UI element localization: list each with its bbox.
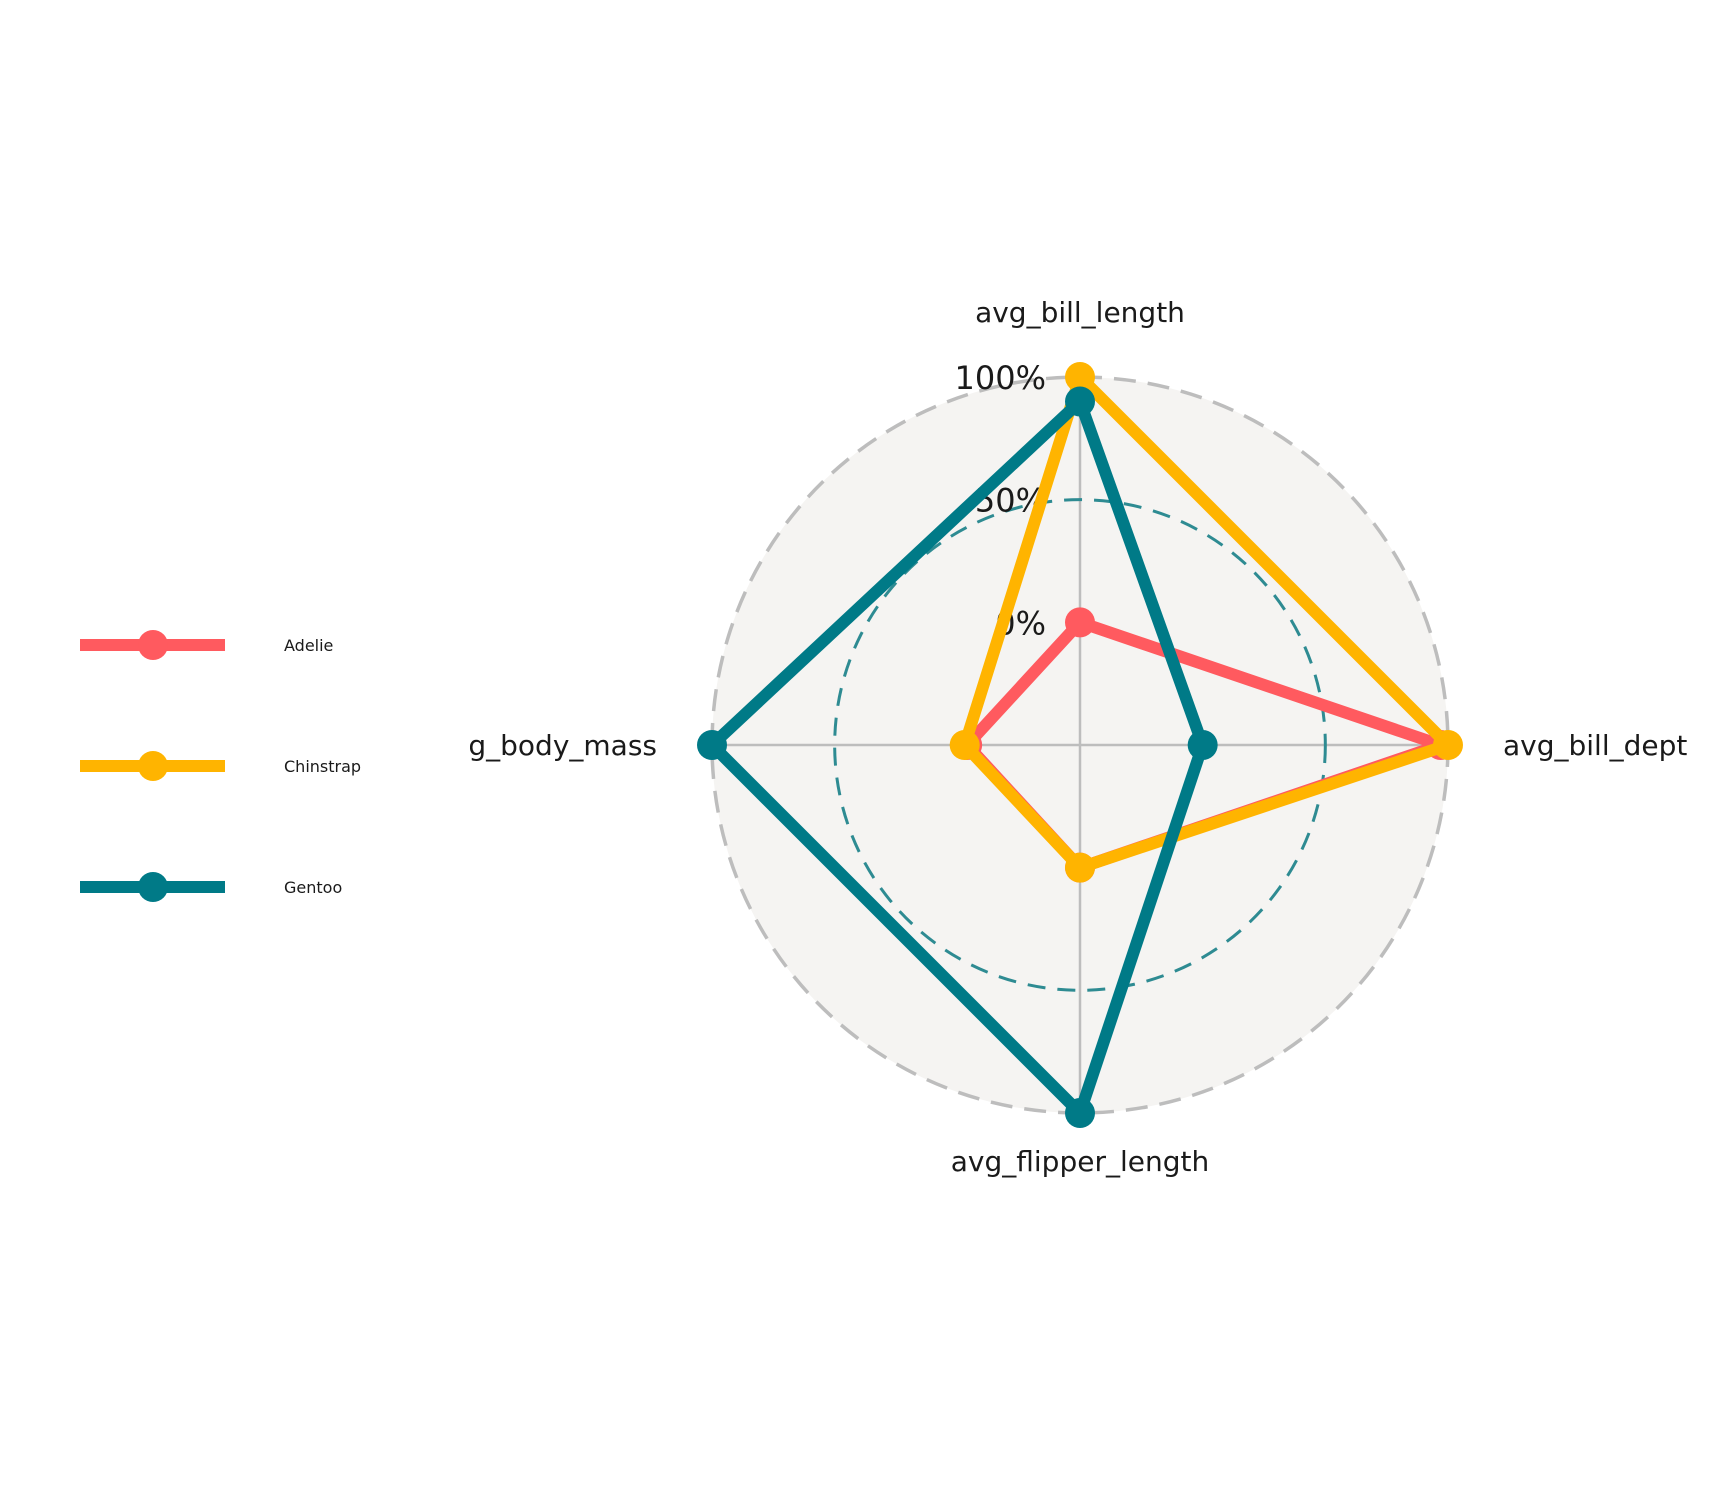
legend: Adelie Chinstrap Gentoo xyxy=(80,630,361,902)
axis-label-avg_bill_dept: avg_bill_dept xyxy=(1503,729,1687,762)
legend-item-chinstrap: Chinstrap xyxy=(80,751,361,781)
data-point-gentoo-avg_bill_length xyxy=(1065,386,1095,417)
axis-label-avg_bill_length: avg_bill_length xyxy=(975,296,1185,329)
series-chinstrap xyxy=(949,362,1463,883)
legend-marker xyxy=(138,751,168,781)
legend-label: Gentoo xyxy=(284,878,342,897)
data-point-gentoo-avg_body_mass xyxy=(697,730,727,760)
data-point-adelie-avg_bill_length xyxy=(1065,607,1095,638)
axis-label-avg_flipper_length: avg_flipper_length xyxy=(951,1145,1209,1178)
plot-area: 0%50%100% avg_bill_lengthavg_bill_deptav… xyxy=(435,296,1687,1178)
data-point-chinstrap-avg_bill_dept xyxy=(1433,730,1463,760)
grid-label: 100% xyxy=(955,359,1046,397)
data-point-gentoo-avg_flipper_length xyxy=(1065,1098,1095,1128)
data-point-chinstrap-avg_bill_length xyxy=(1065,362,1095,392)
legend-marker xyxy=(138,872,168,902)
axis-label-layer: avg_bill_length avg_bill_dept avg_flipper_… xyxy=(435,296,1687,1178)
gridline-50% xyxy=(833,498,1327,992)
legend-label: Chinstrap xyxy=(284,757,361,776)
data-point-chinstrap-avg_body_mass xyxy=(949,730,980,760)
data-point-gentoo-avg_bill_dept xyxy=(1187,730,1218,760)
series-gentoo xyxy=(697,386,1218,1128)
legend-item-adelie: Adelie xyxy=(80,630,333,660)
legend-item-gentoo: Gentoo xyxy=(80,872,342,902)
legend-marker xyxy=(138,630,168,660)
axis-label-avg_body_mass: avg_body_mass xyxy=(435,729,657,762)
series-layer xyxy=(697,362,1463,1128)
data-point-chinstrap-avg_flipper_length xyxy=(1065,852,1095,883)
legend-label: Adelie xyxy=(284,636,333,655)
